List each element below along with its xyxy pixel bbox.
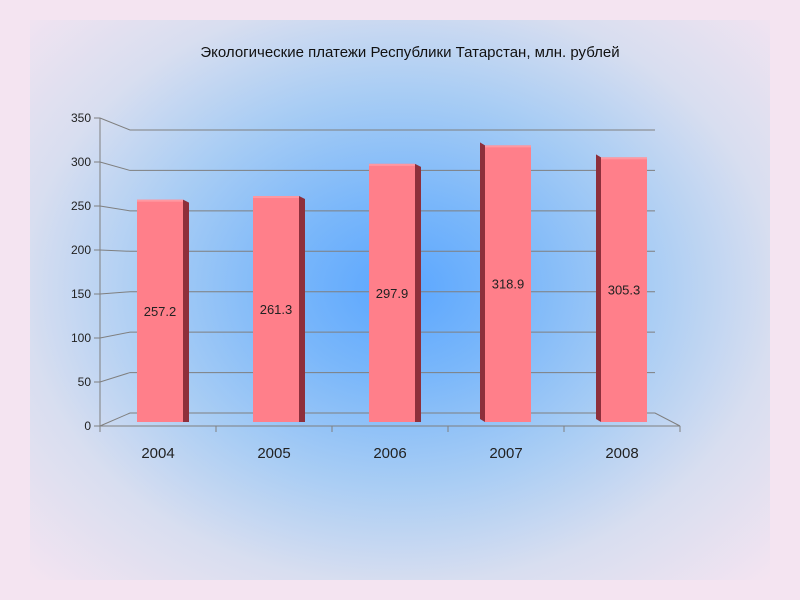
x-tick-label: 2004 <box>141 445 174 462</box>
bar-top <box>369 163 415 166</box>
y-tick-label: 200 <box>71 243 91 257</box>
bar-side <box>415 163 421 422</box>
bar-side <box>480 142 485 423</box>
data-label: 318.9 <box>492 277 525 292</box>
bar-front <box>369 163 415 422</box>
bar-2004 <box>137 199 189 422</box>
bar-front <box>137 199 183 422</box>
x-tick-label: 2007 <box>489 445 522 462</box>
bar-side <box>596 154 601 422</box>
bar-side <box>183 199 189 422</box>
y-tick-labels: 0 50 100 150 200 250 300 350 <box>71 111 91 433</box>
x-tick-labels: 2004 2005 2006 2007 2008 <box>141 445 638 462</box>
bar-2006 <box>369 163 421 422</box>
bar-top <box>253 196 299 199</box>
x-tick-label: 2008 <box>605 445 638 462</box>
data-label: 261.3 <box>260 302 293 317</box>
axes <box>94 117 681 432</box>
bar-2005 <box>253 196 305 422</box>
bar-2008 <box>596 154 647 422</box>
y-tick-label: 100 <box>71 331 91 345</box>
bar-top <box>137 199 183 202</box>
bar-2007 <box>480 142 531 423</box>
bar-front <box>253 196 299 422</box>
data-label: 305.3 <box>608 283 641 298</box>
data-label: 257.2 <box>144 304 177 319</box>
bar-side <box>299 196 305 422</box>
y-tick-label: 300 <box>71 155 91 169</box>
y-tick-label: 0 <box>84 419 91 433</box>
chart-floor <box>99 412 681 427</box>
bars <box>137 142 647 423</box>
y-tick-label: 350 <box>71 111 91 125</box>
chart-title: Экологические платежи Республики Татарст… <box>200 44 620 61</box>
y-tick-label: 250 <box>71 199 91 213</box>
bar-front <box>601 157 647 422</box>
x-tick-label: 2006 <box>373 445 406 462</box>
data-labels: 257.2 261.3 297.9 318.9 305.3 <box>144 277 641 319</box>
x-tick-label: 2005 <box>257 445 290 462</box>
y-tick-label: 50 <box>78 375 92 389</box>
gridline <box>99 117 655 131</box>
bar-front <box>485 145 531 423</box>
data-label: 297.9 <box>376 286 409 301</box>
y-tick-label: 150 <box>71 287 91 301</box>
bar-top <box>601 157 647 160</box>
bar-top <box>485 145 531 148</box>
